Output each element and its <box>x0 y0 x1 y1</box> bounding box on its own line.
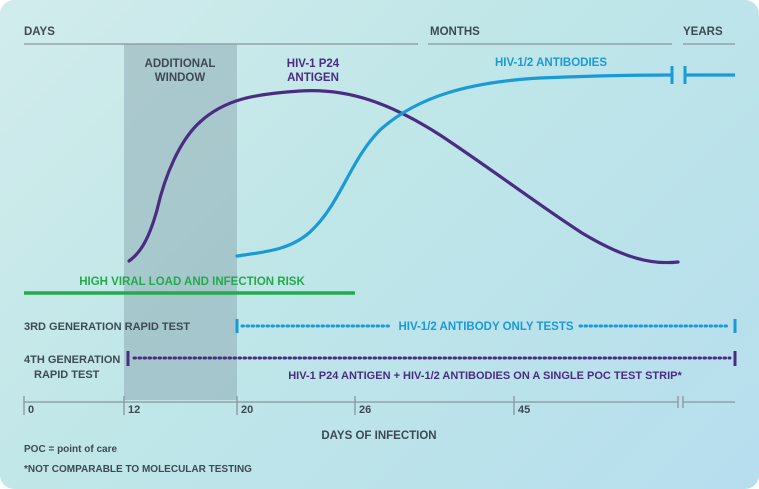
window-label-line2: WINDOW <box>155 72 206 84</box>
days-scale-label: DAYS <box>24 26 55 38</box>
footnote-molecular: *NOT COMPARABLE TO MOLECULAR TESTING <box>24 464 252 475</box>
window-label-line1: ADDITIONAL <box>145 58 216 70</box>
axis-title: DAYS OF INFECTION <box>321 430 436 442</box>
gen4-label-line1: 4TH GENERATION <box>24 354 120 366</box>
axis-tick-label-12: 12 <box>128 404 140 416</box>
gen3-description: HIV-1/2 ANTIBODY ONLY TESTS <box>398 321 573 333</box>
gen4-description: HIV-1 P24 ANTIGEN + HIV-1/2 ANTIBODIES O… <box>288 370 682 382</box>
gen3-label: 3RD GENERATION RAPID TEST <box>24 321 190 333</box>
years-scale-label: YEARS <box>683 26 723 38</box>
antibody-label: HIV-1/2 ANTIBODIES <box>495 57 607 69</box>
additional-window-band <box>124 44 237 400</box>
axis-tick-label-0: 0 <box>28 404 34 416</box>
antigen-label-line1: HIV-1 P24 <box>287 58 340 70</box>
months-scale-label: MONTHS <box>430 26 480 38</box>
viral-load-label: HIGH VIRAL LOAD AND INFECTION RISK <box>79 276 305 288</box>
axis-tick-label-26: 26 <box>359 404 371 416</box>
axis-tick-label-45: 45 <box>518 404 530 416</box>
gen4-label-line2: RAPID TEST <box>34 369 100 381</box>
antigen-label-line2: ANTIGEN <box>287 72 339 84</box>
antigen-curve <box>127 89 680 265</box>
footnote-poc: POC = point of care <box>24 444 118 455</box>
antibody-curve <box>235 73 674 258</box>
axis-tick-label-20: 20 <box>241 404 253 416</box>
